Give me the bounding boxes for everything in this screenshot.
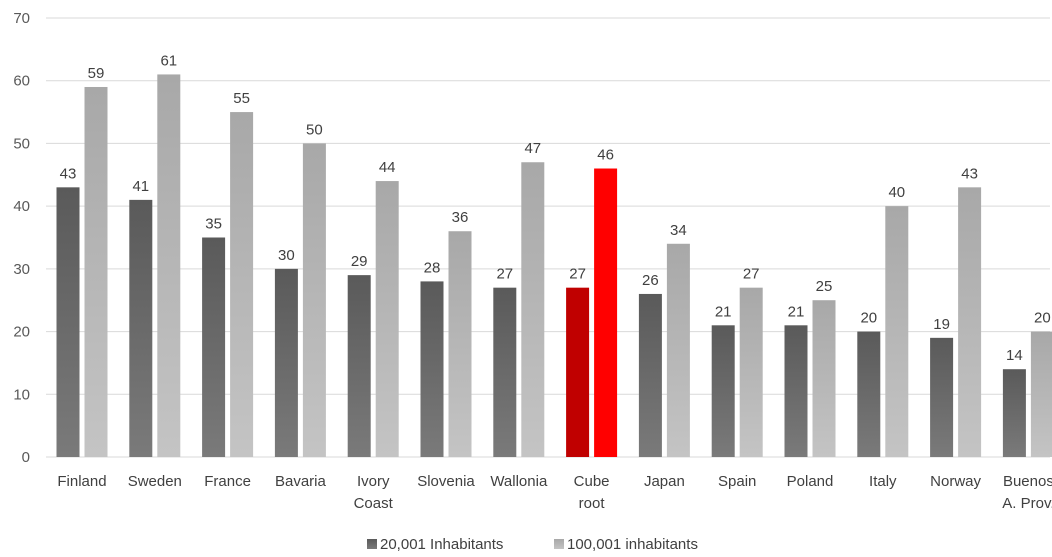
- data-label: 28: [424, 259, 441, 276]
- legend: 20,001 Inhabitants 100,001 inhabitants: [367, 536, 698, 553]
- bars: [56, 74, 1052, 458]
- x-category-label: France: [204, 473, 251, 490]
- data-label: 26: [642, 272, 659, 289]
- bar-series2-8: [666, 243, 690, 457]
- y-tick-label: 70: [13, 10, 30, 27]
- bar-series1-13: [1002, 369, 1026, 457]
- data-label: 61: [160, 52, 177, 69]
- x-category-label: Buenos A. Prov.: [1002, 473, 1052, 512]
- x-category-label: Norway: [930, 473, 981, 490]
- bar-series2-0: [84, 86, 108, 457]
- y-tick-label: 30: [13, 261, 30, 278]
- data-label: 20: [860, 310, 877, 327]
- data-label: 40: [888, 184, 905, 201]
- y-tick-label: 40: [13, 198, 30, 215]
- data-label: 41: [132, 178, 149, 195]
- data-label: 27: [496, 266, 513, 283]
- y-tick-label: 50: [13, 135, 30, 152]
- legend-item-2: 100,001 inhabitants: [554, 536, 698, 553]
- bar-series2-2: [230, 112, 254, 458]
- bar-series2-7: [594, 168, 618, 457]
- data-label: 43: [961, 165, 978, 182]
- data-label: 34: [670, 222, 687, 239]
- x-category-label: Poland: [787, 473, 834, 490]
- y-axis-tick-labels: 0 10 20 30 40 50 60 70: [13, 10, 30, 466]
- data-label: 14: [1006, 347, 1023, 364]
- data-label: 36: [452, 209, 469, 226]
- bar-series1-1: [129, 199, 153, 457]
- x-category-label: Finland: [57, 473, 106, 490]
- y-tick-label: 60: [13, 73, 30, 90]
- bar-series1-11: [857, 331, 881, 457]
- x-category-label: Sweden: [128, 473, 182, 490]
- legend-label: 100,001 inhabitants: [567, 536, 698, 553]
- data-label: 35: [205, 216, 222, 233]
- bar-series1-9: [711, 325, 735, 457]
- data-label: 21: [788, 303, 805, 320]
- x-category-label: Cube root: [574, 473, 610, 512]
- bar-series2-4: [375, 181, 399, 458]
- bar-series2-3: [302, 143, 326, 457]
- data-label: 59: [88, 65, 105, 82]
- bar-series1-10: [784, 325, 808, 457]
- bar-series2-5: [448, 231, 472, 457]
- bar-series2-9: [739, 287, 763, 457]
- x-category-label: Slovenia: [417, 473, 475, 490]
- bar-series2-11: [885, 206, 909, 457]
- legend-swatch: [367, 539, 377, 549]
- data-label: 46: [597, 147, 614, 164]
- bar-series1-0: [56, 187, 80, 458]
- data-label: 43: [60, 165, 77, 182]
- bar-series2-10: [812, 300, 836, 457]
- bar-series1-12: [930, 337, 954, 457]
- y-tick-label: 10: [13, 386, 30, 403]
- bar-series1-5: [420, 281, 444, 457]
- x-category-label: Spain: [718, 473, 756, 490]
- x-category-label: Italy: [869, 473, 897, 490]
- x-category-label: Japan: [644, 473, 685, 490]
- data-label: 27: [569, 266, 586, 283]
- bar-series2-13: [1030, 331, 1052, 457]
- bar-series2-12: [958, 187, 982, 458]
- bar-series1-6: [493, 287, 517, 457]
- data-label: 30: [278, 247, 295, 264]
- data-label: 47: [524, 140, 541, 157]
- legend-item-1: 20,001 Inhabitants: [367, 536, 503, 553]
- y-tick-label: 20: [13, 324, 30, 341]
- data-label: 44: [379, 159, 396, 176]
- x-category-label: Wallonia: [490, 473, 548, 490]
- bar-series1-4: [347, 275, 371, 457]
- legend-swatch: [554, 539, 564, 549]
- data-label: 25: [816, 278, 833, 295]
- bar-series2-6: [521, 162, 545, 457]
- bar-series1-2: [202, 237, 226, 457]
- y-tick-label: 0: [22, 449, 30, 466]
- legend-label: 20,001 Inhabitants: [380, 536, 503, 553]
- data-label: 21: [715, 303, 732, 320]
- data-label: 50: [306, 121, 323, 138]
- data-label: 27: [743, 266, 760, 283]
- data-labels: 43 59 41 61 35 55 30 50 29 44 28 36 27 47 27 46 26 34 21 27…: [60, 52, 1051, 364]
- data-label: 19: [933, 316, 950, 333]
- x-category-label: Bavaria: [275, 473, 327, 490]
- bar-series1-8: [638, 293, 662, 457]
- data-label: 55: [233, 90, 250, 107]
- data-label: 29: [351, 253, 368, 270]
- bar-series1-3: [274, 268, 298, 457]
- x-axis-category-labels: Finland Sweden France Bavaria Ivory Coast Slov…: [57, 473, 1052, 512]
- bar-series1-7: [566, 287, 590, 457]
- x-category-label: Ivory Coast: [354, 473, 394, 512]
- bar-series2-1: [157, 74, 181, 457]
- data-label: 20: [1034, 310, 1051, 327]
